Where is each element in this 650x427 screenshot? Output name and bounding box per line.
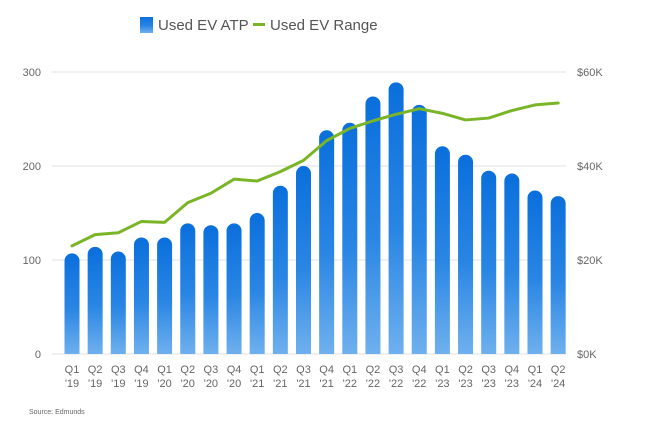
x-tick-quarter: Q1: [342, 364, 357, 376]
x-tick-quarter: Q4: [412, 364, 427, 376]
x-tick-year: '22: [389, 378, 403, 390]
x-tick-year: '23: [482, 378, 496, 390]
x-tick-year: '24: [551, 378, 565, 390]
bar-used-ev-atp: [157, 237, 173, 354]
x-tick-year: '20: [181, 378, 195, 390]
bar-used-ev-atp: [110, 251, 126, 354]
bar-used-ev-atp: [296, 166, 311, 354]
x-tick-quarter: Q4: [319, 364, 334, 376]
x-tick-quarter: Q4: [227, 364, 242, 376]
x-tick-quarter: Q1: [157, 364, 172, 376]
bar-used-ev-atp: [249, 212, 265, 354]
bar-used-ev-atp: [388, 82, 404, 355]
y-left-tick-label: 0: [35, 349, 41, 361]
x-tick-quarter: Q1: [65, 364, 80, 376]
x-tick-quarter: Q1: [528, 364, 543, 376]
x-tick-quarter: Q4: [505, 364, 520, 376]
y-left-tick-label: 200: [23, 161, 41, 173]
x-tick-year: '23: [458, 378, 472, 390]
y-left-tick-label: 100: [23, 255, 41, 267]
x-tick-year: '21: [319, 378, 333, 390]
bar-used-ev-atp: [550, 196, 566, 354]
x-tick-year: '21: [250, 378, 264, 390]
x-tick-quarter: Q2: [366, 364, 381, 376]
x-tick-quarter: Q2: [88, 364, 103, 376]
y-right-tick-label: $60K: [577, 67, 603, 79]
x-tick-quarter: Q3: [296, 364, 311, 376]
legend: Used EV ATP Used EV Range: [140, 17, 378, 34]
x-tick-year: '21: [273, 378, 287, 390]
x-tick-quarter: Q2: [180, 364, 195, 376]
x-tick-year: '19: [65, 378, 79, 390]
legend-swatch-atp: [140, 17, 153, 33]
legend-swatch-range: [253, 23, 265, 26]
x-tick-quarter: Q3: [111, 364, 126, 376]
x-tick-year: '19: [88, 378, 102, 390]
x-tick-quarter: Q1: [435, 364, 450, 376]
line-used-ev-range: [70, 101, 560, 248]
x-tick-year: '23: [435, 378, 449, 390]
x-tick-year: '21: [296, 378, 310, 390]
y-right-tick-label: $40K: [577, 161, 603, 173]
bar-used-ev-atp: [458, 154, 474, 354]
bar-used-ev-atp: [226, 223, 242, 354]
bar-used-ev-atp: [504, 173, 520, 354]
y-left-tick-label: 300: [23, 67, 41, 79]
y-right-tick-label: $0K: [577, 349, 597, 361]
bar-used-ev-atp: [64, 253, 80, 354]
x-tick-quarter: Q4: [134, 364, 149, 376]
bar-used-ev-atp: [481, 170, 497, 354]
x-tick-year: '20: [204, 378, 218, 390]
legend-label-range: Used EV Range: [270, 17, 378, 34]
x-tick-year: '24: [528, 378, 542, 390]
x-tick-year: '20: [157, 378, 171, 390]
y-right-tick-label: $20K: [577, 255, 603, 267]
bar-used-ev-atp: [342, 122, 358, 354]
bar-used-ev-atp: [203, 225, 219, 354]
x-tick-quarter: Q1: [250, 364, 265, 376]
x-tick-quarter: Q2: [458, 364, 473, 376]
x-tick-quarter: Q2: [551, 364, 566, 376]
x-tick-year: '19: [134, 378, 148, 390]
x-tick-year: '23: [505, 378, 519, 390]
x-tick-year: '22: [343, 378, 357, 390]
x-tick-quarter: Q2: [273, 364, 288, 376]
x-tick-quarter: Q3: [204, 364, 219, 376]
x-tick-year: '19: [111, 378, 125, 390]
legend-label-atp: Used EV ATP: [158, 17, 249, 34]
x-tick-year: '22: [412, 378, 426, 390]
bar-used-ev-atp: [87, 246, 103, 354]
source-note: Source: Edmunds: [29, 409, 85, 416]
bar-used-ev-atp: [365, 96, 381, 354]
bar-used-ev-atp: [527, 190, 543, 354]
bar-used-ev-atp: [434, 146, 450, 354]
bar-used-ev-atp: [133, 237, 149, 354]
x-tick-year: '22: [366, 378, 380, 390]
bar-used-ev-atp: [319, 130, 335, 354]
bar-used-ev-atp: [180, 223, 196, 354]
bar-used-ev-atp: [411, 104, 427, 354]
x-tick-year: '20: [227, 378, 241, 390]
x-tick-quarter: Q3: [389, 364, 404, 376]
bar-used-ev-atp: [272, 185, 288, 354]
x-tick-quarter: Q3: [481, 364, 496, 376]
